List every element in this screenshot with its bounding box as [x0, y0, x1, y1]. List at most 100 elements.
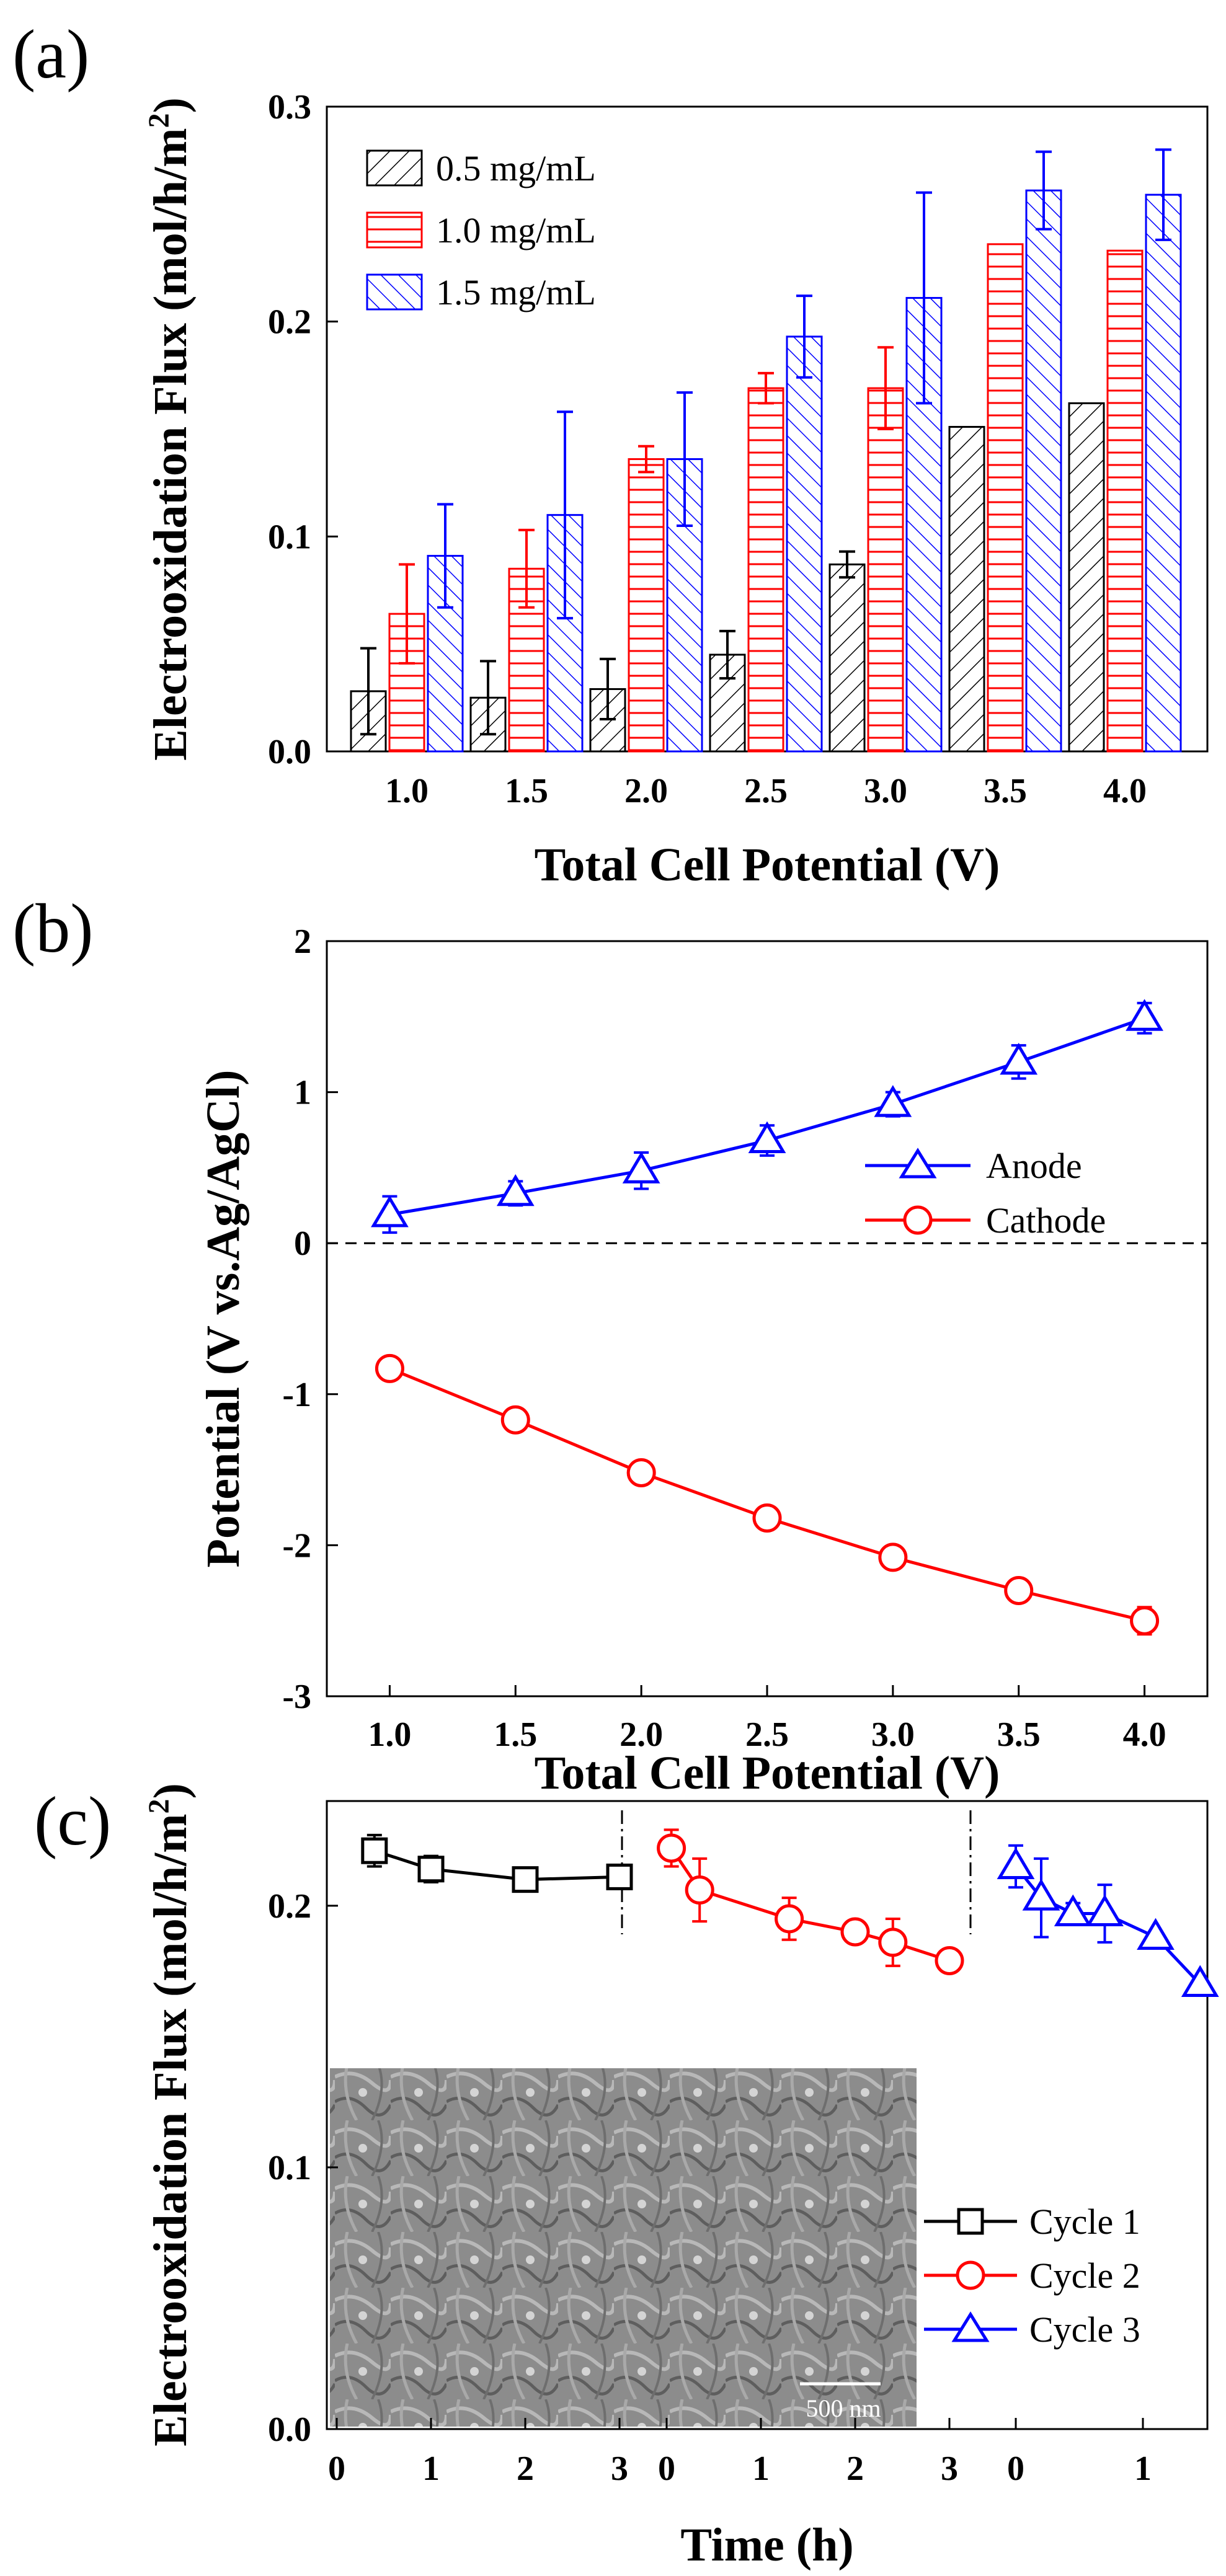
panel-b-y-tick-label: 1 [294, 1074, 311, 1112]
panel-a-legend: 0.5 mg/mL 1.0 mg/mL 1.5 mg/mL [366, 148, 596, 312]
panel-a-x-tick-label: 2.0 [624, 772, 668, 810]
bar-1-5-mg-mL-3.5 [1025, 189, 1062, 753]
bar-0-5-mg-mL-4.0 [1068, 402, 1105, 753]
panel-a-x-tick-label: 4.0 [1103, 772, 1147, 810]
legend-swatch-0-5 [366, 149, 423, 187]
legend-marker-cathode [903, 1205, 933, 1235]
legend-label-cycle-3: Cycle 3 [1029, 2309, 1140, 2350]
cathode-point-6 [1130, 1606, 1160, 1635]
panel-b-x-ticks: 1.0 1.5 2.0 2.5 3.0 3.5 4.0 [368, 1685, 1166, 1754]
panel-b-plot-frame [326, 940, 1209, 1697]
bar-1-5-mg-mL-2.5 [786, 335, 823, 753]
cycle-3-point-5 [1181, 1965, 1219, 1997]
cycle-3-point-4 [1137, 1918, 1175, 1950]
legend-item-cycle-3: Cycle 3 [924, 2309, 1140, 2350]
panel-a-y-title-close: ) [144, 97, 197, 113]
anode-point-5 [1000, 1042, 1038, 1075]
legend-item-cycle-2: Cycle 2 [924, 2255, 1140, 2296]
panel-c-x-tick-label: 1 [422, 2450, 440, 2488]
panel-c-series [361, 1828, 1219, 1997]
legend-item-cycle-1: Cycle 1 [924, 2202, 1140, 2242]
panel-b-x-tick-label: 3.5 [997, 1715, 1041, 1754]
legend-label-cathode: Cathode [986, 1200, 1106, 1241]
panel-c-x-tick-label: 0 [658, 2450, 675, 2488]
cathode-point-3 [752, 1503, 782, 1533]
panel-c-x-ticks: 01230123012 [328, 2418, 1152, 2488]
cathode-point-5 [1004, 1575, 1034, 1605]
panel-a-y-tick-label: 0.0 [268, 733, 311, 771]
series-line-cycle-2 [670, 1847, 950, 1962]
series-line-cathode [389, 1367, 1145, 1622]
sem-micrograph [330, 2068, 917, 2427]
panel-c: (c) 500 nm 0.00.10.2 01230123012 Time (h… [34, 1783, 1219, 2571]
panel-a-y-title-sup: 2 [143, 113, 175, 128]
series-line-cycle-1 [374, 1849, 620, 1882]
legend-swatch-1-5 [366, 273, 423, 311]
panel-c-x-tick-label: 2 [846, 2450, 864, 2488]
panel-b-y-tick-label: 0 [294, 1224, 311, 1263]
legend-item-1-0: 1.0 mg/mL [366, 210, 596, 250]
cycle-1-point-1 [417, 1856, 445, 1883]
panel-a-x-axis-title: Total Cell Potential (V) [535, 839, 1000, 891]
bar-1-0-mg-mL-2.5 [747, 387, 784, 753]
anode-point-4 [874, 1085, 912, 1117]
legend-label-cycle-2: Cycle 2 [1029, 2255, 1140, 2296]
cycle-1-point-2 [512, 1866, 539, 1893]
panel-b-x-axis-title: Total Cell Potential (V) [535, 1747, 1000, 1799]
panel-b-x-tick-label: 1.5 [494, 1715, 537, 1754]
anode-point-0 [371, 1195, 409, 1228]
panel-c-y-ticks: 0.0 0.1 0.2 [268, 1887, 338, 2449]
legend-label-cycle-1: Cycle 1 [1029, 2202, 1140, 2242]
panel-c-y-title-close: ) [144, 1783, 197, 1799]
cycle-2-point-5 [935, 1945, 964, 1975]
bar-1-0-mg-mL-4.0 [1106, 249, 1144, 753]
bar-1-0-mg-mL-3.5 [987, 243, 1024, 753]
panel-b-x-tick-label: 2.5 [745, 1715, 789, 1754]
panel-c-y-title-sup: 2 [143, 1799, 175, 1813]
legend-marker-cycle-3 [951, 2311, 990, 2342]
panel-c-x-axis-title: Time (h) [680, 2519, 853, 2571]
bar-0-5-mg-mL-3.0 [828, 563, 866, 753]
panel-c-x-tick-label: 1 [752, 2450, 770, 2488]
legend-label-anode: Anode [986, 1146, 1082, 1186]
panel-c-x-tick-label: 1 [1134, 2450, 1152, 2488]
panel-a-x-tick-label: 3.0 [864, 772, 907, 810]
panel-b-y-tick-label: 2 [294, 923, 311, 961]
panel-b-letter: (b) [12, 890, 94, 967]
anode-point-2 [622, 1151, 660, 1184]
panel-c-x-tick-label: 3 [611, 2450, 628, 2488]
legend-item-0-5: 0.5 mg/mL [366, 148, 596, 188]
panel-b-y-tick-label: -2 [282, 1526, 311, 1565]
panel-b-series [371, 999, 1163, 1636]
panel-b: (b) -3 -2 -1 0 1 2 1.0 1.5 2.0 2.5 3.0 3.5 4.0 Tota… [12, 890, 1209, 1799]
cycle-2-point-1 [685, 1875, 714, 1905]
panel-c-y-tick-label: 0.2 [268, 1887, 311, 1926]
panel-c-x-tick-label: 2 [517, 2450, 534, 2488]
cycle-3-point-0 [997, 1847, 1035, 1880]
panel-b-y-axis-title: Potential (V vs.Ag/AgCl) [197, 1070, 249, 1568]
legend-label-0-5: 0.5 mg/mL [436, 148, 596, 188]
panel-c-x-tick-label: 0 [328, 2450, 345, 2488]
legend-marker-cycle-1 [957, 2208, 984, 2235]
bar-0-5-mg-mL-3.5 [948, 426, 985, 753]
bar-1-0-mg-mL-2.0 [628, 458, 665, 753]
cycle-1-point-0 [361, 1837, 388, 1864]
panel-c-x-tick-label: 3 [941, 2450, 958, 2488]
panel-a-x-tick-label: 1.5 [505, 772, 548, 810]
panel-a-y-ticks: 0.0 0.1 0.2 0.3 [268, 88, 338, 771]
panel-b-legend: Anode Cathode [865, 1146, 1106, 1241]
anode-point-6 [1126, 999, 1163, 1031]
panel-b-x-tick-label: 4.0 [1123, 1715, 1166, 1754]
cathode-point-0 [375, 1353, 404, 1383]
panel-a-y-axis-title: Electrooxidation Flux (mol/h/m2) [143, 97, 197, 761]
legend-item-anode: Anode [865, 1146, 1082, 1186]
panel-a-letter: (a) [12, 16, 89, 93]
bar-1-0-mg-mL-3.0 [867, 387, 904, 753]
cycle-3-point-3 [1086, 1894, 1124, 1926]
cycle-3-point-1 [1022, 1879, 1060, 1911]
cycle-2-point-2 [775, 1904, 804, 1934]
cycle-2-point-4 [878, 1928, 908, 1957]
legend-label-1-0: 1.0 mg/mL [436, 210, 596, 250]
bar-1-0-mg-mL-1.5 [508, 567, 545, 753]
